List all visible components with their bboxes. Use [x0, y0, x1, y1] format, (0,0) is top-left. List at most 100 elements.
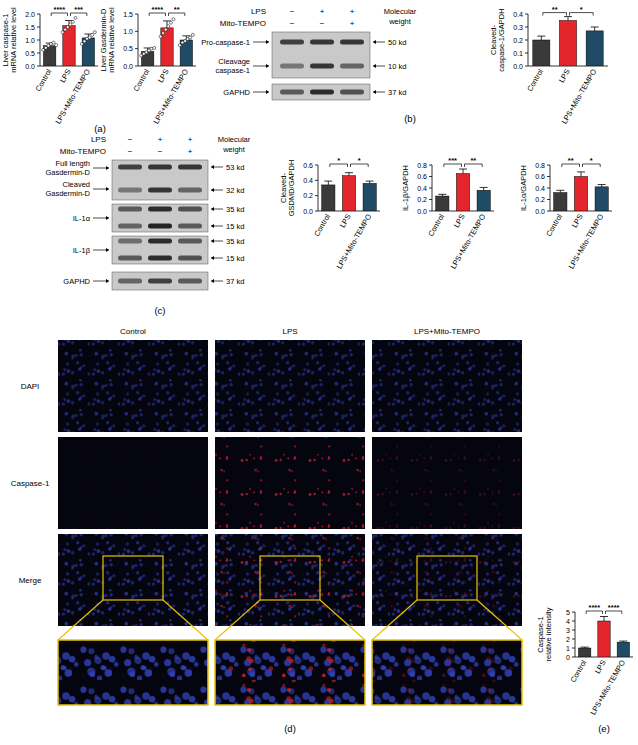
blot-band — [340, 64, 364, 69]
blot-membrane — [112, 272, 208, 290]
y-tick-label: 0.2 — [513, 37, 523, 44]
condition-sign: + — [188, 135, 193, 144]
mw-label: 10 kd — [388, 62, 406, 71]
bar — [477, 190, 490, 211]
y-axis-label: mRNA relative level — [107, 7, 116, 73]
blot-band — [148, 256, 172, 261]
zoom-box — [103, 556, 163, 600]
significance-label: *** — [74, 5, 83, 14]
condition-sign: + — [188, 147, 193, 156]
significance-label: **** — [53, 5, 65, 14]
significance-label: **** — [151, 5, 163, 14]
arrow-head — [266, 40, 269, 44]
y-tick-label: 0.0 — [513, 63, 523, 70]
blot-band — [178, 279, 202, 284]
category-label: LPS — [156, 68, 171, 85]
y-tick — [525, 27, 528, 28]
category-label: LPS+Mito-TEMPO — [588, 658, 627, 716]
caspase-signal — [372, 640, 522, 705]
condition-label: Mito-TEMPO — [60, 147, 106, 156]
dapi-signal — [215, 640, 365, 705]
y-tick-label: 1.0 — [25, 37, 35, 44]
category-label: Control — [34, 67, 54, 93]
blot-band — [118, 224, 142, 229]
blot-band — [178, 207, 202, 212]
mw-label: 37 kd — [226, 277, 244, 286]
y-tick — [429, 165, 432, 166]
bar-chart: 0.00.20.40.60.8IL-1β/GAPDHControlLPSLPS+… — [401, 156, 494, 271]
mw-header: weight — [222, 145, 246, 154]
data-point — [44, 46, 47, 49]
bar-chart: 0.00.51.01.52.0Liver caspase-1mRNA relat… — [1, 5, 99, 126]
category-label: LPS+Mito-TEMPO — [449, 212, 488, 270]
blot-membrane — [112, 236, 208, 264]
data-point — [178, 44, 181, 47]
y-tick — [572, 657, 575, 658]
micrograph — [215, 437, 365, 529]
blot-band — [178, 188, 202, 193]
y-axis-label: caspase-1/GAPDH — [497, 8, 506, 71]
data-point — [91, 33, 94, 36]
category-label: LPS+Mito-TEMPO — [335, 212, 374, 270]
bar-chart: 012345Caspase-1relative intensityControl… — [536, 603, 634, 717]
panel-label: (a) — [94, 123, 106, 134]
bar-chart: 0.00.20.40.6Cleaved-GSDMD/GAPDHControlLP… — [279, 156, 381, 271]
band-label: Full length — [55, 159, 90, 168]
y-tick-label: 0.3 — [513, 24, 523, 31]
panel-label: (d) — [284, 723, 296, 734]
y-tick — [37, 40, 40, 41]
data-point — [42, 48, 45, 51]
marks — [533, 17, 603, 66]
category-label: LPS — [593, 659, 608, 676]
significance-label: *** — [448, 156, 457, 165]
y-tick-label: 0.4 — [417, 185, 427, 192]
band-label: GAPHD — [63, 277, 90, 286]
condition-sign: + — [158, 135, 163, 144]
condition-sign: − — [320, 19, 325, 28]
band-label: Gasdermin-D — [45, 168, 90, 177]
panel-label: (c) — [154, 305, 165, 316]
arrow-head — [211, 256, 214, 260]
bar — [595, 187, 608, 211]
zoom-line — [163, 600, 208, 640]
y-tick-label: 0.2 — [303, 192, 313, 199]
caspase-signal — [215, 640, 365, 705]
dapi-signal — [215, 534, 365, 626]
caspase-signal — [215, 534, 365, 626]
condition-sign: − — [128, 135, 133, 144]
caspase-signal — [58, 534, 208, 626]
data-point — [80, 42, 83, 45]
mw-header: Molecular — [218, 135, 251, 144]
zoom-line — [215, 600, 260, 640]
bar — [456, 174, 469, 211]
error-bar — [619, 641, 627, 642]
y-tick — [37, 27, 40, 28]
error-bar — [345, 173, 353, 176]
y-tick-label: 0.2 — [417, 196, 427, 203]
data-point — [191, 33, 194, 36]
significance-label: ** — [174, 5, 180, 14]
y-tick-label: 0.8 — [417, 162, 427, 169]
marks — [554, 172, 609, 211]
y-tick-label: 1.5 — [25, 24, 35, 31]
data-point — [71, 20, 74, 23]
caspase-signal — [58, 437, 208, 529]
bar — [43, 46, 55, 66]
bar — [598, 621, 610, 657]
y-tick — [572, 648, 575, 649]
y-tick-label: 0.5 — [25, 50, 35, 57]
band-label: GAPHD — [223, 88, 250, 97]
marks — [140, 18, 195, 66]
error-bar — [600, 617, 608, 622]
y-tick — [315, 195, 318, 196]
condition-sign: + — [350, 19, 355, 28]
caspase-signal — [58, 640, 208, 705]
blot-membrane — [112, 160, 208, 200]
y-tick-label: 0.4 — [513, 11, 523, 18]
arrow-head — [106, 187, 109, 191]
zoom-micrograph — [215, 640, 365, 705]
arrow-head — [211, 279, 214, 283]
mw-label: 37 kd — [388, 88, 406, 97]
y-tick — [37, 14, 40, 15]
y-tick — [547, 211, 550, 212]
